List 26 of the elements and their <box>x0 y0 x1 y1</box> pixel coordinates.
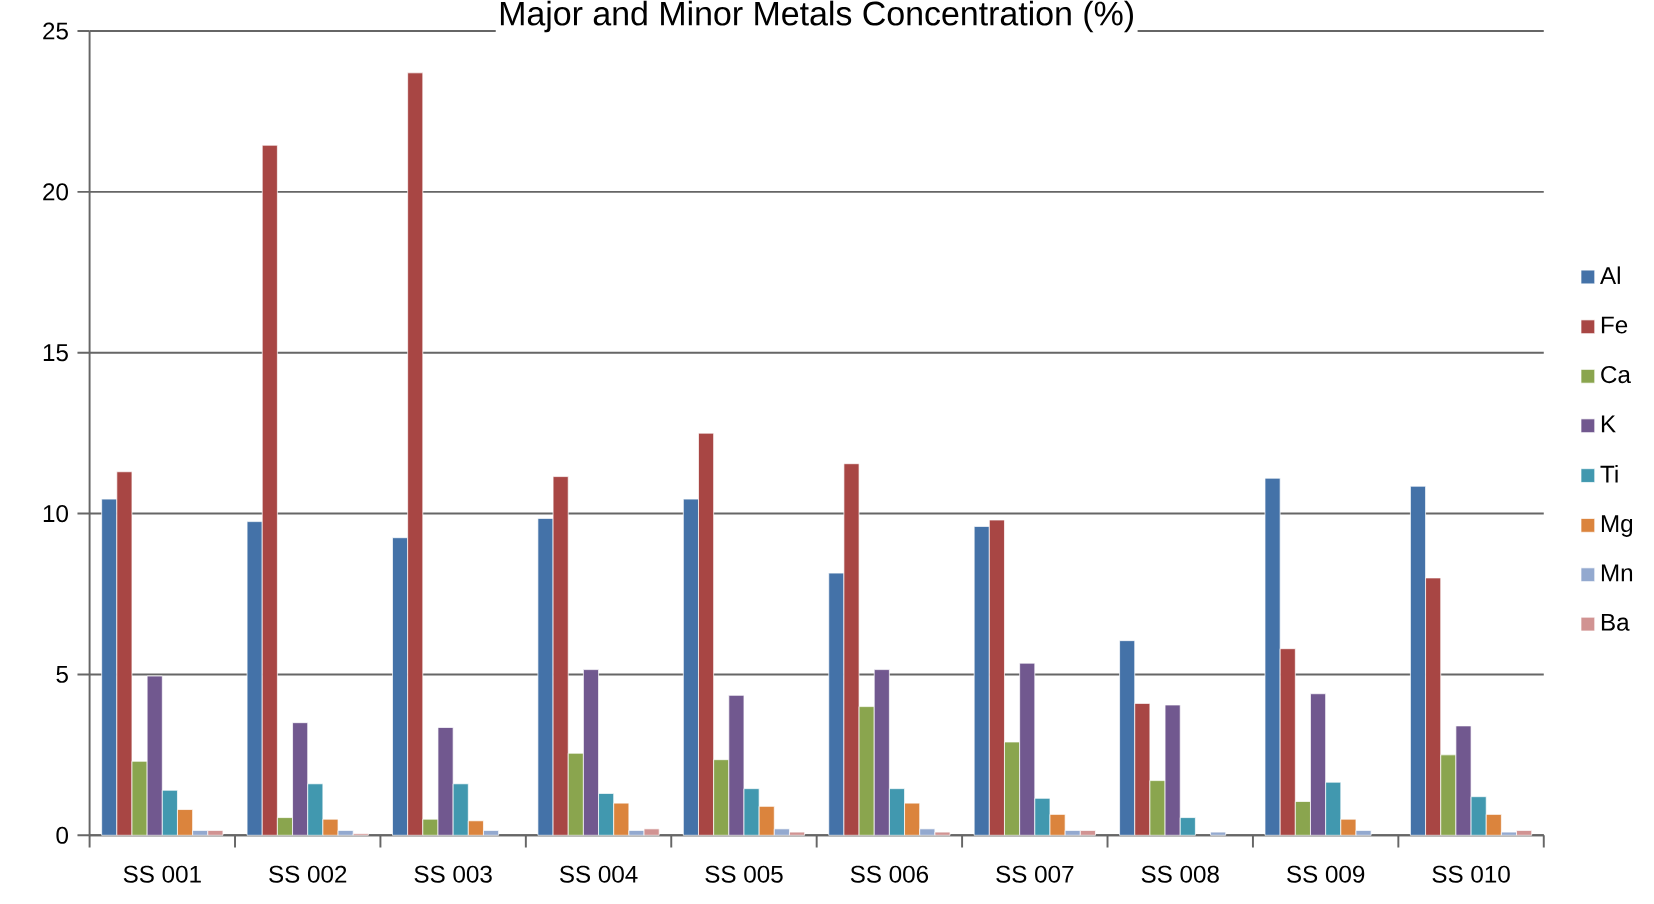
y-tick-label: 25 <box>43 22 68 40</box>
x-tick-label: SS 003 <box>414 865 492 883</box>
x-tick-label: SS 005 <box>705 865 783 883</box>
y-tick-label: 10 <box>43 504 68 523</box>
x-tick-label: SS 008 <box>1141 865 1219 883</box>
bar <box>1210 831 1227 836</box>
x-tick-label: SS 007 <box>996 865 1074 883</box>
legend-label: Ca <box>1601 365 1631 384</box>
legend-label: Mn <box>1601 564 1633 582</box>
legend-label: Al <box>1600 266 1620 284</box>
legend-label: Ti <box>1600 464 1618 483</box>
legend-label: Mg <box>1601 515 1633 537</box>
chart-title: Major and Minor Metals Concentration (%) <box>500 0 1133 33</box>
legend-label: K <box>1601 415 1616 433</box>
y-tick-label: 15 <box>43 344 68 362</box>
legend-label: Fe <box>1601 316 1628 334</box>
x-tick-label: SS 006 <box>850 865 929 883</box>
legend-label: Ba <box>1601 613 1630 631</box>
x-tick-label: SS 009 <box>1287 865 1365 883</box>
x-tick-label: SS 004 <box>559 865 638 883</box>
y-tick-label: 5 <box>56 665 68 683</box>
x-tick-label: SS 002 <box>269 865 347 883</box>
x-tick-label: SS 001 <box>123 865 201 883</box>
x-tick-label: SS 010 <box>1432 865 1510 883</box>
y-tick-label: 20 <box>43 183 68 201</box>
y-tick-label: 0 <box>56 826 68 844</box>
